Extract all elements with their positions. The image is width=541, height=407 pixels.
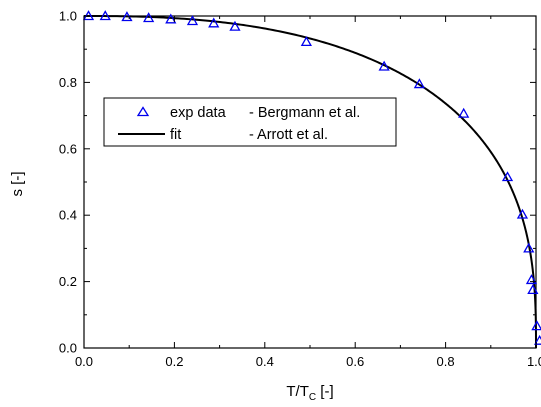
x-axis-label-sub: C: [309, 392, 316, 403]
fit-curve-layer: [84, 15, 537, 348]
legend-source-fit: - Arrott et al.: [249, 127, 328, 143]
legend-marker-triangle: [136, 106, 150, 117]
data-point-marker: [527, 284, 539, 295]
x-tick-label: 0.2: [165, 354, 183, 369]
plot-area: [83, 15, 537, 349]
legend: exp data - Bergmann et al. fit - Arrott …: [103, 97, 397, 147]
data-point-marker: [525, 274, 538, 285]
y-axis-label: s [-]: [9, 172, 26, 197]
data-point-marker: [99, 10, 111, 21]
data-point-marker: [534, 334, 541, 345]
x-tick-label: 1.0: [527, 354, 541, 369]
fit-curve: [84, 15, 537, 348]
x-axis-label-main: T/T: [286, 383, 309, 400]
y-tick-label: 0.4: [59, 208, 77, 223]
y-tick-label: 0.2: [59, 274, 77, 289]
data-point-marker: [165, 13, 177, 24]
y-tick-label: 1.0: [59, 9, 77, 24]
x-tick-label: 0.4: [256, 354, 274, 369]
data-markers-layer: [82, 10, 541, 345]
data-point-marker: [300, 36, 312, 47]
x-tick-label: 0.6: [346, 354, 364, 369]
data-point-marker: [208, 17, 220, 28]
data-point-marker: [378, 60, 390, 71]
y-tick-label: 0.0: [59, 341, 77, 356]
legend-label-fit: fit: [170, 127, 181, 143]
x-axis-label: T/TC [-]: [286, 383, 333, 403]
data-point-marker: [501, 171, 514, 182]
x-tick-label: 0.0: [75, 354, 93, 369]
data-point-marker: [516, 208, 529, 219]
data-point-marker: [458, 107, 470, 118]
data-point-marker: [229, 20, 241, 31]
legend-source-exp: - Bergmann et al.: [249, 105, 360, 121]
legend-box: [103, 97, 397, 147]
data-point-marker: [531, 320, 541, 331]
x-tick-label: 0.8: [437, 354, 455, 369]
data-point-marker: [413, 78, 425, 89]
data-point-marker: [143, 12, 155, 23]
data-point-marker: [523, 242, 535, 253]
tick-layer: 0.0 0.2 0.4 0.6 0.8 1.0 0.0 0.2 0.4 0.6 0.8 1.0: [59, 9, 541, 370]
data-point-marker: [186, 15, 199, 26]
x-axis-label-unit: [-]: [316, 383, 334, 400]
legend-label-exp: exp data: [170, 105, 227, 121]
y-tick-label: 0.6: [59, 141, 77, 156]
plot-frame: [83, 15, 537, 349]
y-tick-label: 0.8: [59, 75, 77, 90]
